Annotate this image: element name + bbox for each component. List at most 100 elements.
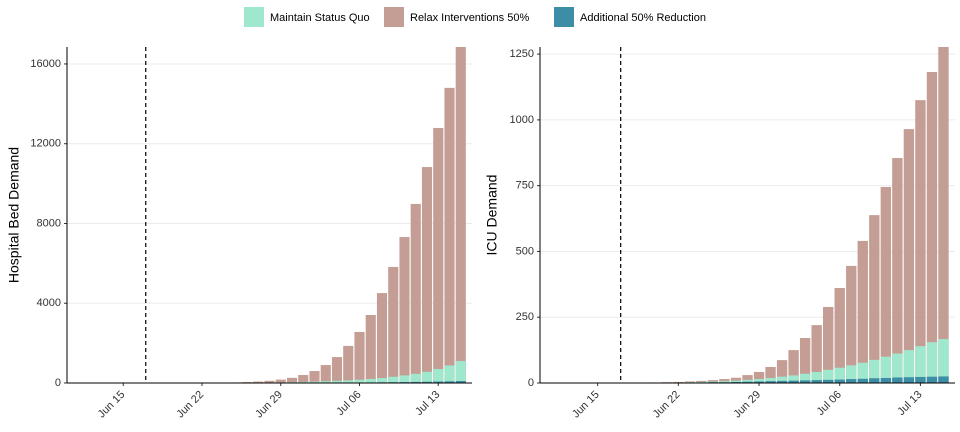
bar (926, 376, 938, 383)
bar (753, 371, 765, 383)
bar (857, 378, 868, 383)
bar (903, 377, 915, 383)
bar (776, 376, 788, 383)
bar (765, 366, 776, 383)
bar (811, 380, 822, 383)
bar (331, 380, 343, 383)
bar (915, 100, 926, 383)
bar (730, 377, 742, 383)
bar (846, 365, 857, 383)
bar (264, 380, 275, 383)
x-tick-label: Jun 15 (96, 389, 128, 421)
bar (331, 357, 343, 383)
bar (410, 373, 421, 383)
y-axis-title: ICU Demand (484, 175, 500, 256)
bar (811, 371, 822, 383)
bar (309, 381, 320, 383)
y-tick-label: 8000 (37, 217, 61, 229)
bar (365, 378, 376, 383)
bar (903, 350, 915, 383)
bar (730, 380, 742, 383)
bar (399, 237, 410, 383)
bar (719, 381, 730, 383)
bar (788, 380, 799, 383)
x-tick-label: Jun 15 (570, 389, 602, 421)
x-tick-label: Jul 06 (815, 389, 844, 418)
bar (926, 71, 938, 383)
bar (707, 380, 719, 383)
bar (846, 379, 857, 383)
legend-label: Relax Interventions 50% (410, 12, 529, 24)
bar (388, 376, 399, 383)
bar (286, 377, 298, 383)
bar (869, 378, 880, 383)
y-tick-label: 4000 (37, 297, 61, 309)
y-tick-label: 16000 (30, 58, 61, 70)
y-tick-label: 0 (528, 377, 534, 389)
bar (455, 381, 466, 383)
bar (788, 350, 799, 383)
y-tick-label: 0 (55, 377, 61, 389)
bar (823, 369, 834, 383)
x-tick-label: Jun 29 (253, 389, 285, 421)
bar (753, 381, 765, 383)
bar (444, 365, 455, 383)
y-tick-label: 12000 (30, 138, 61, 150)
bar (433, 127, 444, 384)
legend-label: Additional 50% Reduction (580, 12, 706, 24)
bar (719, 379, 730, 383)
x-tick-label: Jun 29 (731, 389, 763, 421)
bar (354, 331, 365, 383)
bar (343, 380, 354, 383)
bar (938, 339, 949, 383)
bar (730, 381, 742, 383)
bar (776, 380, 788, 383)
bar (799, 380, 811, 383)
legend-swatch (384, 7, 404, 27)
bar (857, 240, 868, 383)
bar (455, 361, 466, 383)
bar (376, 378, 388, 383)
x-tick-label: Jul 06 (334, 389, 363, 418)
bar (753, 379, 765, 383)
bar (433, 369, 444, 383)
bar (410, 203, 421, 383)
bar (421, 381, 433, 383)
bar (857, 362, 868, 383)
y-tick-label: 1250 (510, 48, 534, 60)
bar (298, 375, 309, 383)
bar (309, 371, 320, 383)
bar (765, 378, 776, 383)
x-tick-label: Jul 13 (895, 389, 924, 418)
bar (915, 376, 926, 383)
bar (799, 338, 811, 383)
x-tick-label: Jul 13 (413, 389, 442, 418)
legend-label: Maintain Status Quo (270, 12, 370, 24)
bar (742, 375, 753, 383)
bar (742, 381, 753, 383)
bar (869, 215, 880, 383)
bar (799, 373, 811, 383)
y-tick-label: 250 (516, 311, 534, 323)
bar (776, 360, 788, 383)
x-tick-label: Jun 22 (174, 389, 206, 421)
bar (455, 47, 466, 383)
bar (376, 293, 388, 383)
bar (880, 378, 892, 383)
x-tick-label: Jun 22 (651, 389, 683, 421)
bar (823, 306, 834, 383)
bar (742, 379, 753, 383)
bar (880, 356, 892, 383)
bar (834, 288, 845, 383)
bar (354, 379, 365, 383)
bar (444, 381, 455, 383)
bar (253, 381, 264, 383)
bar (421, 371, 433, 383)
bar (938, 47, 949, 383)
y-tick-label: 750 (516, 180, 534, 192)
bar (298, 381, 309, 383)
bar (915, 346, 926, 383)
bar (433, 381, 444, 383)
bar (320, 365, 331, 383)
